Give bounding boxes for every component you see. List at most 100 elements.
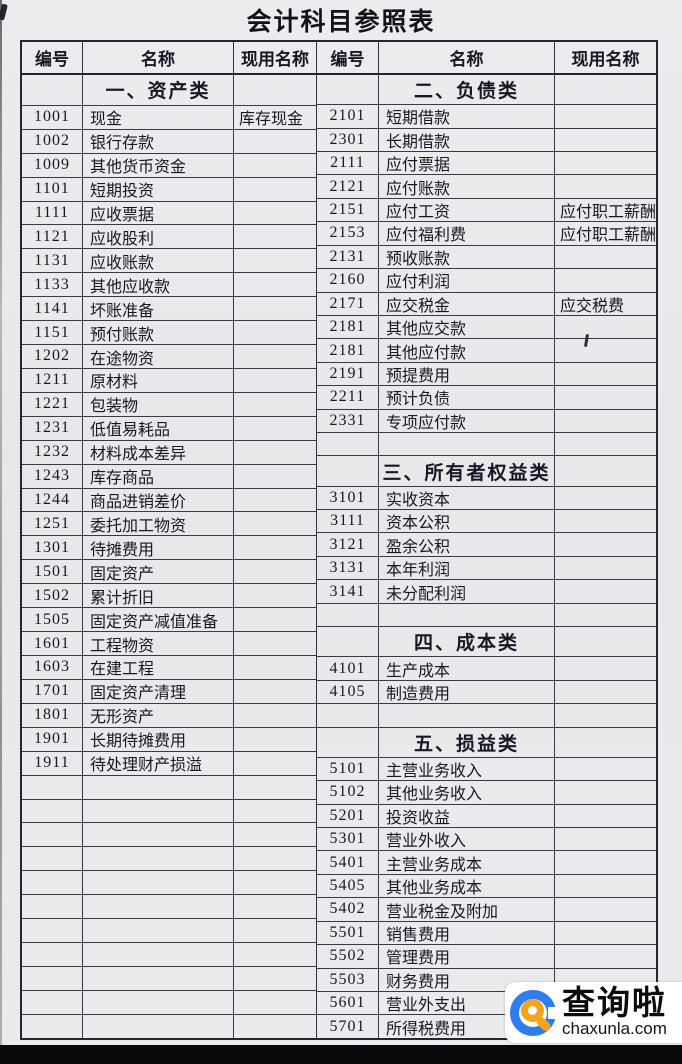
account-name: 其他应交款 — [379, 315, 555, 339]
account-code: 1002 — [22, 129, 83, 153]
account-name: 低值易耗品 — [83, 416, 234, 440]
current-name — [234, 608, 316, 631]
current-name — [234, 273, 316, 296]
page-title: 会计科目参照表 — [246, 9, 436, 36]
table-row — [22, 823, 316, 848]
current-name: 应付职工薪酬 — [559, 204, 656, 222]
account-name: 应付账款 — [379, 175, 555, 198]
account-code: 2121 — [317, 175, 379, 198]
account-name — [83, 775, 234, 799]
account-name: 其他业务收入 — [379, 781, 555, 804]
table-row: 1009 其他货币资金 — [22, 153, 316, 178]
current-name: 应交税费 — [559, 297, 624, 315]
magnifier-icon — [510, 989, 560, 1037]
current-name — [555, 75, 656, 104]
table-row: 5501 销售费用 — [316, 921, 656, 946]
table-row: 3121 盈余公积 — [316, 533, 656, 557]
account-code — [22, 775, 83, 799]
account-code: 2153 — [317, 222, 379, 245]
account-code: 1231 — [22, 416, 83, 440]
scan-edge-smudge — [0, 0, 2, 1045]
current-name — [234, 560, 316, 583]
account-name: 应付福利费 — [379, 222, 555, 245]
table-row: 1243 库存商品 — [22, 464, 316, 489]
account-code: 5501 — [317, 921, 379, 945]
table-row: 4101 生产成本 — [316, 657, 656, 681]
table-row: 四、成本类 — [316, 627, 656, 658]
table-row — [22, 871, 316, 896]
account-code: 1243 — [22, 464, 83, 488]
account-code: 4105 — [317, 680, 379, 704]
current-name — [234, 656, 316, 679]
current-name — [555, 805, 656, 827]
account-name: 应收票据 — [83, 201, 234, 225]
account-name: 应付票据 — [379, 152, 555, 175]
current-name — [234, 704, 316, 727]
account-name: 营业税金及附加 — [379, 898, 555, 921]
current-name — [234, 130, 316, 153]
current-name — [555, 604, 656, 626]
table-row: 五、损益类 — [316, 727, 656, 758]
account-name — [83, 799, 234, 823]
account-name: 委托加工物资 — [83, 512, 234, 536]
account-name: 在建工程 — [83, 656, 234, 679]
account-code — [317, 603, 379, 627]
table-row: 2111 应付票据 — [316, 152, 656, 176]
table-row: 2171 应交税金 应交税费 — [316, 292, 656, 316]
account-name: 应收股利 — [83, 225, 234, 249]
account-code: 2160 — [317, 269, 379, 292]
account-name: 固定资产清理 — [83, 679, 234, 703]
table-row: 1244 商品进销差价 — [22, 488, 316, 513]
account-name: 其他货币资金 — [83, 153, 234, 177]
account-name: 库存商品 — [83, 464, 234, 488]
account-name: 盈余公积 — [379, 533, 555, 556]
account-name: 本年利润 — [379, 556, 555, 580]
account-name: 现金 — [83, 105, 234, 129]
account-code: 2181 — [317, 339, 379, 362]
account-code — [317, 727, 379, 757]
header-current-name-right: 现用名称 — [571, 50, 640, 69]
account-code — [317, 456, 379, 486]
account-name — [83, 895, 234, 919]
current-name — [555, 681, 656, 703]
account-code — [22, 1014, 83, 1038]
account-name — [83, 1014, 234, 1038]
current-name — [555, 898, 656, 920]
account-code: 5405 — [317, 874, 379, 898]
account-code: 1221 — [22, 392, 83, 416]
table-row: 1002 银行存款 — [22, 129, 316, 154]
table-row: 2211 预计负债 — [316, 386, 656, 410]
current-name — [234, 536, 316, 559]
current-name: 应付职工薪酬 — [559, 227, 656, 245]
current-name — [555, 758, 656, 780]
account-name: 材料成本差异 — [83, 440, 234, 464]
account-name: 二、负债类 — [379, 75, 555, 105]
current-name — [555, 875, 656, 897]
account-name: 预收账款 — [379, 245, 555, 269]
account-name — [379, 704, 555, 727]
table-row: 三、所有者权益类 — [316, 456, 656, 487]
current-name — [234, 967, 316, 990]
current-name — [234, 991, 316, 1014]
table-row: 5503 财务费用 — [316, 968, 656, 992]
table-row: 1502 累计折旧 — [22, 584, 316, 609]
account-code: 1251 — [22, 512, 83, 536]
table-row: 2151 应付工资 应付职工薪酬 — [316, 198, 656, 223]
table-body: 一、资产类 1001 现金 库存现金 1002 银行存款 1009 — [22, 75, 656, 1038]
account-name — [379, 603, 555, 627]
account-name: 原材料 — [83, 368, 234, 392]
account-code: 3131 — [317, 556, 379, 580]
account-code: 1232 — [22, 440, 83, 464]
current-name: 库存现金 — [239, 111, 304, 129]
table-row: 1701 固定资产清理 — [22, 679, 316, 704]
account-code: 1505 — [22, 608, 83, 632]
table-row: 3101 实收资本 — [316, 486, 656, 511]
current-name — [555, 557, 656, 579]
table-row — [22, 990, 316, 1015]
table-row — [22, 919, 316, 944]
account-name: 固定资产减值准备 — [83, 608, 234, 632]
current-name — [234, 823, 316, 846]
table-row: 5401 主营业务成本 — [316, 851, 656, 875]
table-row: 5101 主营业务收入 — [316, 757, 656, 782]
current-name — [555, 487, 656, 509]
